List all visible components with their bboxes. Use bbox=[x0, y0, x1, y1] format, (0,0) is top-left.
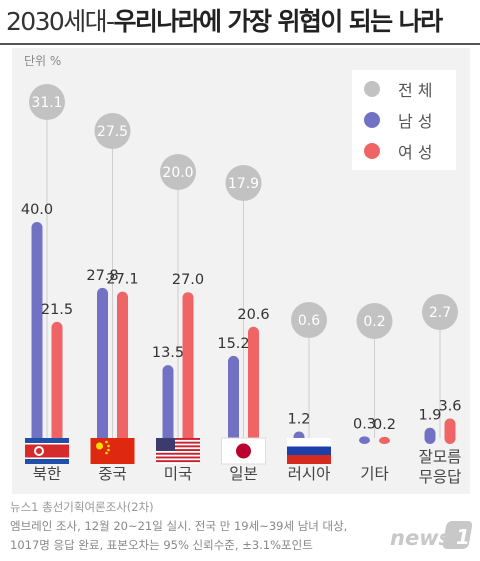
legend-item-male: 남 성 bbox=[364, 109, 433, 131]
russia-flag-white bbox=[287, 438, 331, 447]
total-value-label: 2.7 bbox=[429, 305, 451, 321]
category-label: 기타 bbox=[360, 465, 389, 483]
female-bar bbox=[51, 321, 63, 444]
svg-text:1: 1 bbox=[456, 525, 470, 549]
legend-dot-female bbox=[364, 143, 380, 159]
male-value-label: 1.2 bbox=[287, 412, 310, 428]
total-value-label: 27.5 bbox=[97, 124, 128, 140]
legend-item-female: 여 성 bbox=[364, 140, 433, 162]
title-part2: 우리나라에 가장 위협이 되는 나라 bbox=[113, 7, 443, 36]
china-flag-small-star bbox=[105, 451, 108, 455]
total-bubble bbox=[94, 113, 131, 149]
footer-source: 뉴스1 총선기획여론조사(2차) bbox=[10, 500, 154, 514]
chart-canvas: 31.1 40.0 21.5 북한 27.5 27.827.1 중국 20.0 13.5 27.0… bbox=[21, 84, 462, 486]
male-value-label: 13.5 bbox=[152, 345, 184, 361]
footer-sample: 1017명 응답 완료, 표본오차는 95% 신뢰수준, ±3.1%포인트 bbox=[10, 538, 313, 552]
category-label: 일본 bbox=[229, 465, 258, 483]
legend-item-total: 전 체 bbox=[364, 78, 433, 100]
legend: 전 체 남 성 여 성 bbox=[352, 70, 456, 170]
category-label: 미국 bbox=[164, 465, 193, 483]
svg-text:news: news bbox=[390, 526, 451, 550]
category-label: 중국 bbox=[98, 465, 127, 483]
male-bar bbox=[31, 222, 43, 444]
total-value-label: 0.2 bbox=[363, 314, 385, 330]
male-value-label: 27.8 bbox=[86, 268, 118, 284]
total-bubble bbox=[225, 165, 262, 201]
japan-flag bbox=[221, 437, 266, 465]
legend-label-female: 여 성 bbox=[398, 143, 433, 162]
female-value-label: 20.6 bbox=[237, 307, 269, 323]
total-value-label: 0.6 bbox=[298, 313, 320, 329]
total-bubble bbox=[356, 303, 393, 339]
china-flag-small-star bbox=[105, 440, 108, 444]
usa-flag-stripe bbox=[156, 456, 200, 459]
male-bar bbox=[359, 436, 370, 444]
page-title: 2030세대-우리나라에 가장 위협이 되는 나라 bbox=[6, 4, 476, 40]
russia-flag-blue bbox=[287, 446, 331, 456]
news1-logo-icon: news 1 bbox=[390, 521, 473, 550]
legend-label-male: 남 성 bbox=[398, 112, 433, 131]
legend-label-total: 전 체 bbox=[398, 81, 433, 100]
male-value-label: 40.0 bbox=[21, 202, 53, 218]
male-value-label: 1.9 bbox=[418, 408, 441, 424]
title-divider bbox=[0, 43, 480, 45]
total-bubble bbox=[291, 302, 327, 338]
male-bar bbox=[424, 427, 436, 444]
china-flag-star bbox=[96, 442, 103, 450]
title-part1: 2030세대- bbox=[6, 7, 115, 36]
usa-flag-stripe bbox=[156, 460, 200, 463]
category-label: 잘모름 bbox=[419, 448, 462, 466]
male-value-label: 0.3 bbox=[353, 416, 376, 432]
female-bar bbox=[444, 418, 456, 444]
female-value-label: 21.5 bbox=[41, 302, 73, 318]
category-label: 북한 bbox=[33, 465, 62, 483]
usa-flag-stripe bbox=[156, 445, 200, 448]
china-flag-small-star bbox=[107, 444, 110, 448]
total-value-label: 17.9 bbox=[228, 176, 259, 192]
female-value-label: 27.0 bbox=[172, 272, 204, 288]
male-bar bbox=[162, 365, 174, 444]
total-bubble bbox=[29, 84, 65, 120]
category-label: 무응답 bbox=[419, 468, 462, 486]
usa-flag-stripe bbox=[156, 441, 200, 444]
footer: 뉴스1 총선기획여론조사(2차) 엠브레인 조사, 12월 20~21일 실시.… bbox=[10, 498, 430, 555]
usa-flag-stripe bbox=[156, 449, 200, 451]
female-value-label: 3.6 bbox=[438, 399, 461, 415]
female-value-label: 0.2 bbox=[373, 417, 396, 433]
male-bar bbox=[97, 287, 108, 444]
usa-flag-stripe bbox=[156, 438, 200, 440]
male-bar bbox=[228, 355, 239, 444]
male-value-label: 15.2 bbox=[217, 336, 249, 352]
female-bar bbox=[182, 292, 194, 444]
north-korea-flag-red bbox=[25, 444, 69, 458]
usa-flag-stripe bbox=[156, 452, 200, 455]
total-bubble bbox=[160, 154, 196, 190]
total-value-label: 20.0 bbox=[162, 165, 193, 181]
china-flag bbox=[90, 438, 135, 464]
total-value-label: 31.1 bbox=[31, 95, 62, 111]
female-bar bbox=[117, 291, 128, 444]
usa-flag-canton bbox=[156, 438, 175, 451]
footer-method: 엠브레인 조사, 12월 20~21일 실시. 전국 만 19세~39세 남녀 … bbox=[10, 519, 348, 533]
unit-label: 단위 % bbox=[24, 54, 62, 68]
female-value-label: 27.1 bbox=[106, 272, 138, 288]
legend-dot-total bbox=[364, 81, 380, 97]
category-label: 러시아 bbox=[288, 465, 331, 483]
female-bar bbox=[248, 326, 259, 444]
russia-flag-red bbox=[287, 455, 331, 464]
north-korea-flag-star bbox=[36, 448, 42, 454]
china-flag-small-star bbox=[107, 448, 110, 452]
total-bubble bbox=[422, 294, 458, 330]
female-bar bbox=[379, 436, 390, 444]
legend-dot-male bbox=[364, 112, 380, 128]
japan-flag-disc bbox=[236, 443, 251, 459]
